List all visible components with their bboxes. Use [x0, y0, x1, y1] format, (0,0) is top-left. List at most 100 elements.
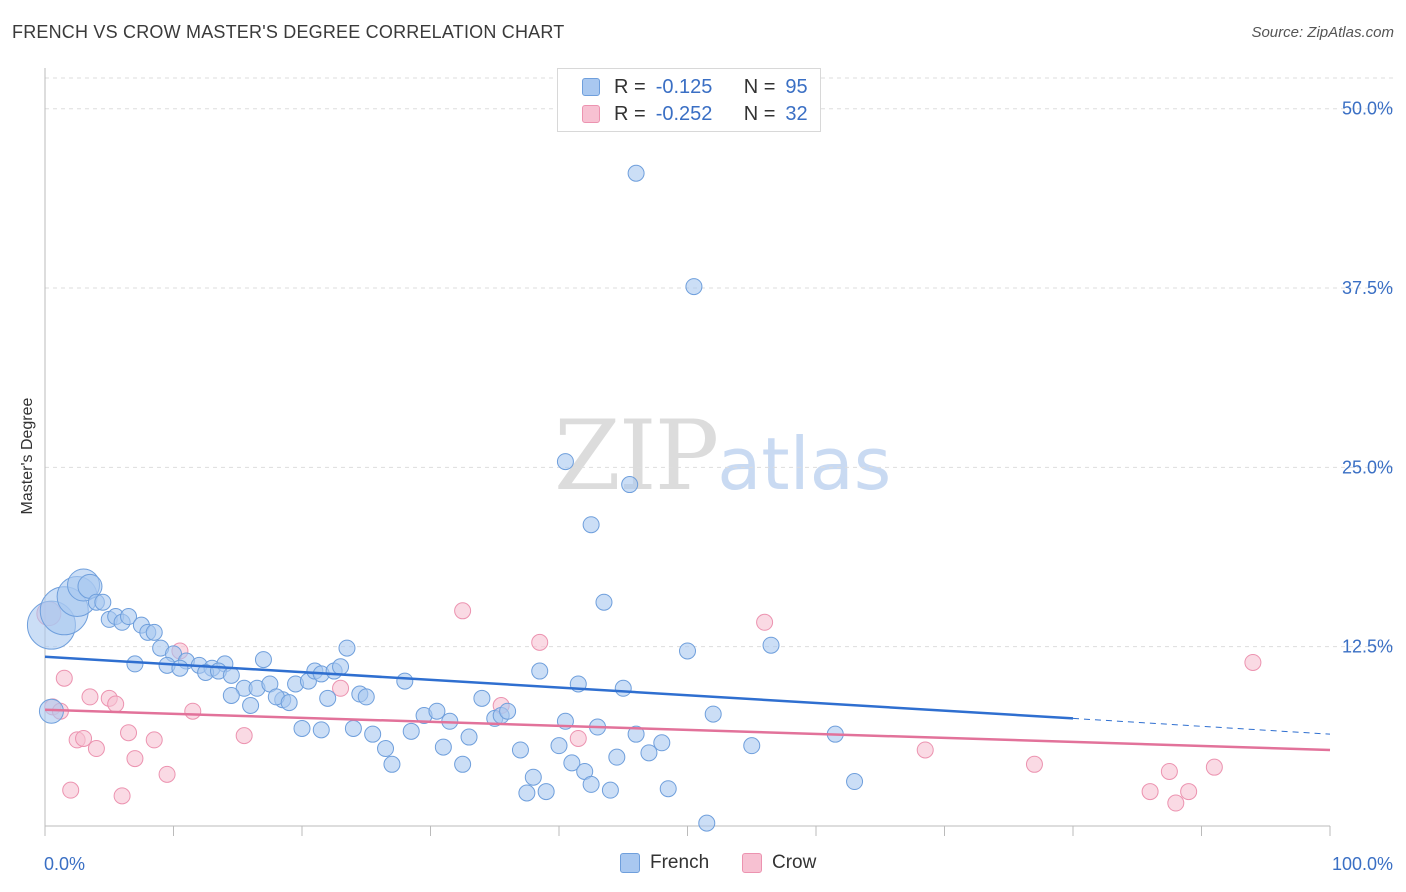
- french-point: [280, 694, 298, 712]
- watermark-atlas: atlas: [717, 422, 892, 506]
- y-tick-label: 50.0%: [1342, 99, 1393, 119]
- crow-point: [454, 602, 472, 620]
- french-point: [357, 688, 375, 706]
- crow-point: [113, 787, 131, 805]
- crow-point: [75, 729, 93, 747]
- french-point: [595, 593, 613, 611]
- chart-title: FRENCH VS CROW MASTER'S DEGREE CORRELATI…: [12, 22, 565, 42]
- french-point: [344, 719, 362, 737]
- french-point: [312, 721, 330, 739]
- n-label: N =: [743, 75, 776, 98]
- crow-point: [531, 633, 549, 651]
- french-point: [640, 744, 658, 762]
- french-point: [762, 636, 780, 654]
- r-label: R =: [614, 75, 646, 98]
- crow-legend-swatch: [742, 853, 762, 873]
- crow-point: [62, 781, 80, 799]
- french-point: [473, 689, 491, 707]
- crow-point: [126, 750, 144, 768]
- french-point: [402, 722, 420, 740]
- french-point: [511, 741, 529, 759]
- crow-trend-line: [44, 708, 1331, 752]
- french-point: [254, 651, 272, 669]
- y-tick-label: 37.5%: [1342, 278, 1393, 298]
- crow-point: [55, 669, 73, 687]
- french-point: [338, 639, 356, 657]
- french-point: [460, 728, 478, 746]
- french-trend-line: [44, 655, 1074, 720]
- french-point: [120, 608, 138, 626]
- french-point: [383, 755, 401, 773]
- crow-point: [158, 765, 176, 783]
- french-legend-swatch: [620, 853, 640, 873]
- crow-point: [120, 724, 138, 742]
- source-label: Source: ZipAtlas.com: [1251, 24, 1394, 41]
- french-point: [563, 754, 581, 772]
- crow-point: [1160, 762, 1178, 780]
- crow-point: [332, 679, 350, 697]
- french-point: [608, 748, 626, 766]
- crow-point: [756, 613, 774, 631]
- crow-point: [145, 731, 163, 749]
- french-point: [537, 783, 555, 801]
- legend-label-crow: Crow: [772, 852, 817, 873]
- french-point: [94, 593, 112, 611]
- legend-item-crow[interactable]: Crow: [742, 852, 816, 874]
- crow-point: [1167, 794, 1185, 812]
- legend-label-french: French: [650, 852, 710, 873]
- stats-legend: R = -0.125 N = 95 R = -0.252 N = 32: [557, 68, 821, 132]
- x-tick-label: 100.0%: [1332, 854, 1393, 874]
- crow-point: [1141, 783, 1159, 801]
- french-point: [377, 740, 395, 758]
- french-point: [698, 814, 716, 832]
- french-point: [499, 702, 517, 720]
- french-point: [614, 679, 632, 697]
- french-point: [222, 686, 240, 704]
- french-point: [659, 780, 677, 798]
- french-point: [556, 453, 574, 471]
- french-point: [332, 658, 350, 676]
- french-point: [364, 725, 382, 743]
- french-point: [222, 666, 240, 684]
- french-point: [550, 737, 568, 755]
- french-point: [582, 516, 600, 534]
- x-tick-label: 0.0%: [44, 854, 85, 874]
- french-point: [434, 738, 452, 756]
- french-point: [685, 278, 703, 296]
- crow-point: [1180, 783, 1198, 801]
- french-point: [145, 623, 163, 641]
- r-value: -0.125: [655, 75, 713, 98]
- french-point: [627, 164, 645, 182]
- crow-point: [1205, 758, 1223, 776]
- french-point: [704, 705, 722, 723]
- watermark-zip: ZIP: [554, 400, 719, 512]
- french-point: [396, 672, 414, 690]
- series-legend: French Crow: [0, 852, 1406, 876]
- y-tick-label: 12.5%: [1342, 637, 1393, 657]
- french-point: [627, 725, 645, 743]
- y-tick-label: 25.0%: [1342, 457, 1393, 477]
- n-label: N =: [743, 102, 776, 125]
- r-value: -0.252: [655, 102, 713, 125]
- crow-point: [1025, 755, 1043, 773]
- french-point: [601, 781, 619, 799]
- stats-row-french: R = -0.125 N = 95: [582, 74, 808, 100]
- french-point: [428, 702, 446, 720]
- crow-point: [569, 729, 587, 747]
- crow-point: [81, 688, 99, 706]
- french-point: [242, 696, 260, 714]
- french-point: [524, 768, 542, 786]
- french-point: [454, 755, 472, 773]
- french-point: [518, 784, 536, 802]
- legend-item-french[interactable]: French: [620, 852, 709, 874]
- french-point: [679, 642, 696, 660]
- crow-point: [916, 741, 934, 759]
- french-swatch: [582, 78, 600, 96]
- french-point: [126, 655, 144, 673]
- french-point: [171, 659, 189, 677]
- watermark: ZIPatlas: [554, 400, 891, 512]
- french-point: [846, 773, 864, 791]
- french-trend-extension: [1072, 717, 1331, 735]
- crow-point: [107, 695, 125, 713]
